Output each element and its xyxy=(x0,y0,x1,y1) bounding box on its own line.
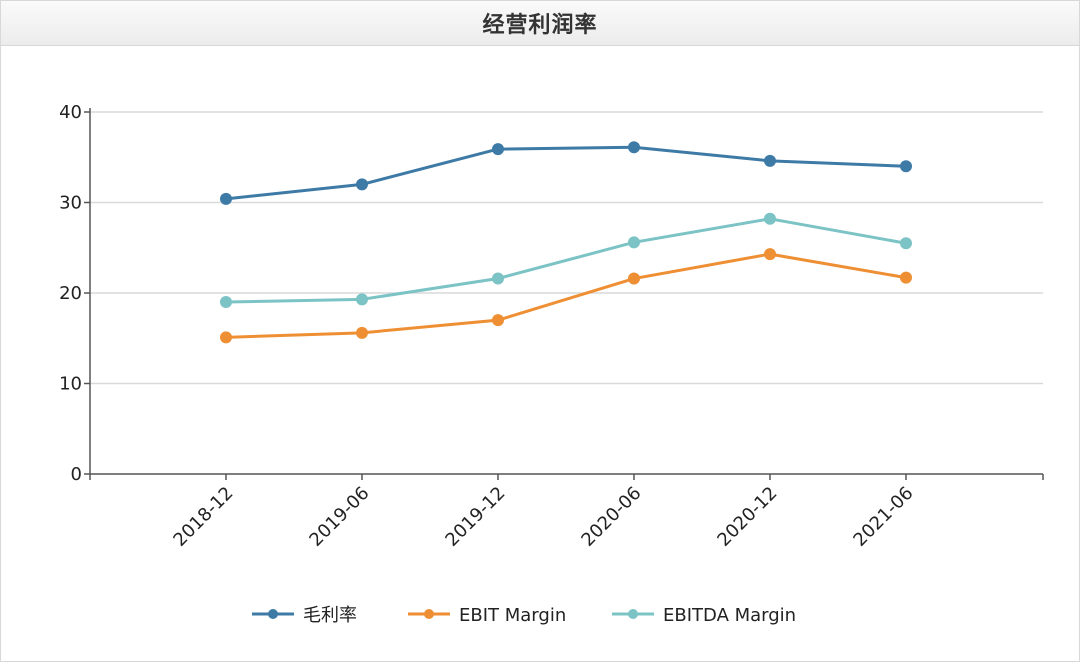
data-point xyxy=(628,141,640,154)
legend-swatch-marker xyxy=(268,609,278,619)
data-point xyxy=(764,248,776,261)
axes: 0 10 20 30 40 2018-12 2019-06 2019-12 2020-06 202… xyxy=(59,102,1044,551)
y-tick-label: 0 xyxy=(71,464,82,485)
data-point xyxy=(356,293,368,306)
legend-label: EBITDA Margin xyxy=(663,605,796,626)
y-tick-label: 40 xyxy=(59,102,82,123)
chart-title: 经营利润率 xyxy=(482,13,598,38)
x-tick-label: 2020-06 xyxy=(577,483,645,551)
data-point xyxy=(492,314,504,327)
data-point xyxy=(764,154,776,167)
data-point xyxy=(900,160,912,173)
data-point xyxy=(356,326,368,339)
data-point xyxy=(492,272,504,285)
data-point xyxy=(356,178,368,191)
x-tick-label: 2018-12 xyxy=(169,483,237,551)
legend-swatch-marker xyxy=(628,609,638,619)
legend-label: EBIT Margin xyxy=(459,605,566,626)
x-tick-label: 2019-12 xyxy=(441,483,509,551)
x-tick-label: 2020-12 xyxy=(713,483,781,551)
data-point xyxy=(900,237,912,250)
y-tick-label: 20 xyxy=(59,283,82,304)
legend: 毛利率 EBIT Margin EBITDA Margin xyxy=(252,605,796,626)
data-point xyxy=(628,236,640,249)
series-line xyxy=(225,217,907,304)
series-line xyxy=(225,145,907,201)
x-tick-label: 2021-06 xyxy=(849,483,917,551)
series-line xyxy=(225,252,907,339)
legend-label: 毛利率 xyxy=(303,605,357,626)
data-point xyxy=(628,272,640,285)
y-tick-label: 10 xyxy=(59,374,82,395)
data-point xyxy=(900,271,912,284)
data-point xyxy=(220,331,232,344)
legend-swatch-marker xyxy=(424,609,434,619)
series-lines xyxy=(220,141,912,344)
y-tick-label: 30 xyxy=(59,193,82,214)
data-point xyxy=(220,296,232,309)
panel-header: 经营利润率 xyxy=(1,1,1079,46)
data-point xyxy=(220,192,232,205)
x-tick-label: 2019-06 xyxy=(305,483,373,551)
data-point xyxy=(492,143,504,156)
grid-lines xyxy=(90,111,1043,385)
data-point xyxy=(764,212,776,225)
